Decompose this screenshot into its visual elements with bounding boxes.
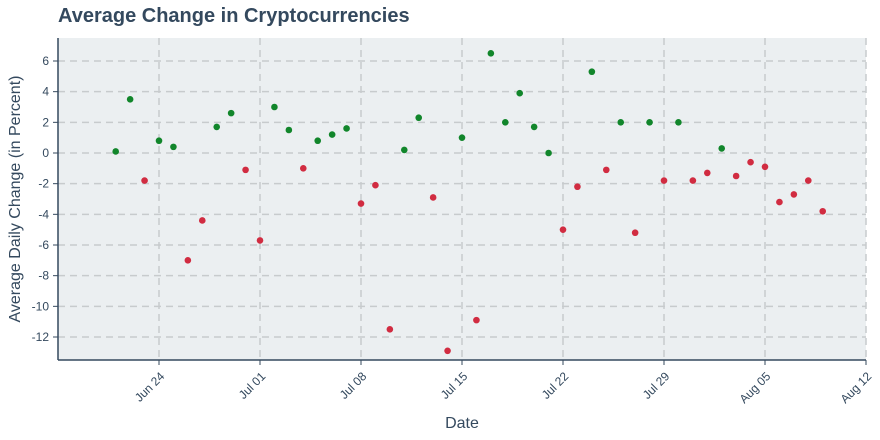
data-point — [184, 257, 192, 264]
y-tick-label: -2 — [38, 177, 49, 191]
data-point — [819, 207, 827, 215]
x-tick-label: Aug 12 — [838, 369, 875, 406]
data-point — [227, 109, 235, 117]
data-point — [155, 137, 163, 145]
data-point — [516, 89, 524, 97]
data-point — [703, 169, 711, 177]
y-tick-label: -8 — [38, 269, 49, 283]
data-point — [271, 103, 278, 111]
data-point — [112, 148, 120, 155]
data-point — [400, 146, 408, 154]
y-tick-label: 6 — [42, 54, 49, 68]
y-tick-label: 4 — [42, 85, 49, 99]
data-point — [545, 149, 552, 157]
y-tick-label: -12 — [32, 330, 50, 344]
x-tick-label: Jun 24 — [132, 369, 168, 405]
x-tick-label: Jul 01 — [236, 369, 269, 402]
x-tick-label: Jul 22 — [539, 369, 572, 402]
y-axis-label: Average Daily Change (in Percent) — [7, 76, 24, 323]
data-point — [790, 191, 798, 198]
data-point — [487, 50, 495, 57]
y-tick-label: -10 — [32, 299, 50, 313]
data-point — [141, 177, 148, 184]
data-point — [242, 166, 249, 174]
data-point — [458, 134, 466, 141]
data-point — [126, 96, 134, 103]
data-point — [761, 163, 769, 171]
data-point — [343, 125, 350, 132]
x-tick-label: Jul 15 — [438, 369, 471, 402]
data-point — [170, 143, 177, 151]
data-point — [285, 126, 293, 134]
x-tick-label: Jul 29 — [640, 369, 673, 402]
data-point — [530, 123, 538, 131]
x-axis-label: Date — [445, 415, 479, 432]
data-point — [588, 68, 596, 76]
data-point — [660, 177, 668, 184]
data-point — [732, 172, 740, 180]
data-point — [675, 119, 682, 126]
data-point — [473, 316, 480, 324]
data-point — [689, 177, 697, 184]
data-point — [646, 119, 653, 126]
data-point — [776, 198, 783, 206]
y-tick-label: 2 — [42, 115, 49, 129]
data-point — [747, 158, 754, 166]
data-point — [631, 229, 639, 237]
data-point — [213, 123, 221, 131]
data-point — [256, 237, 264, 244]
data-point — [357, 200, 365, 207]
data-point — [559, 226, 567, 233]
data-point — [372, 181, 379, 189]
data-point — [501, 119, 509, 126]
data-point — [574, 183, 581, 191]
data-point — [314, 137, 322, 145]
y-tick-label: 0 — [42, 146, 49, 160]
data-point — [429, 194, 437, 201]
data-point — [617, 119, 625, 126]
data-point — [299, 165, 307, 172]
chart-title: Average Change in Cryptocurrencies — [58, 5, 410, 27]
y-tick-label: -6 — [38, 238, 49, 252]
x-tick-label: Aug 05 — [737, 369, 774, 406]
data-point — [198, 217, 206, 224]
data-point — [386, 326, 394, 333]
data-point — [718, 145, 726, 152]
data-point — [415, 114, 423, 122]
data-point — [328, 131, 336, 138]
data-point — [444, 347, 451, 355]
y-tick-label: -4 — [38, 207, 49, 221]
x-tick-label: Jul 08 — [337, 369, 370, 402]
data-point — [804, 177, 812, 184]
data-point — [602, 166, 610, 174]
